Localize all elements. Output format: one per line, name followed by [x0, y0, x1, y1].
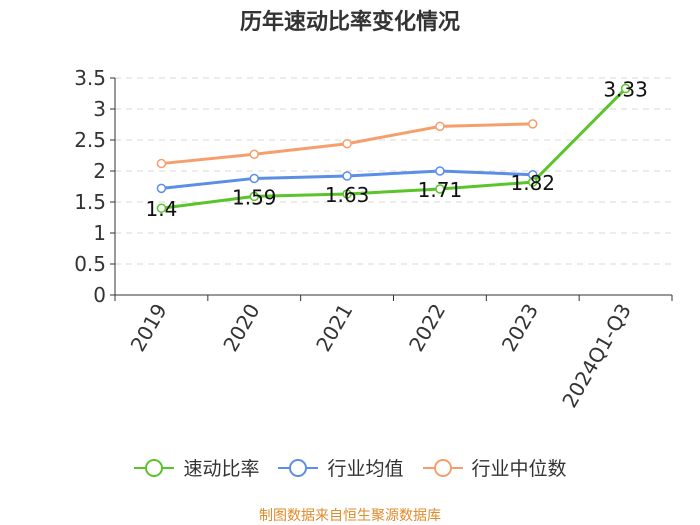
y-tick-label: 0.5: [74, 252, 106, 276]
legend-item[interactable]: 速动比率: [133, 454, 259, 481]
legend-item[interactable]: 行业均值: [277, 454, 404, 481]
data-point: [528, 177, 538, 187]
data-point: [342, 138, 352, 149]
data-point: [342, 171, 352, 181]
data-label: 1.63: [325, 183, 370, 207]
data-point: [620, 83, 631, 94]
y-tick-label: 3: [93, 97, 106, 121]
x-tick-label: 2021: [311, 300, 357, 356]
x-tick-label: 2022: [404, 300, 450, 356]
data-point: [249, 149, 259, 160]
legend-marker-icon: [278, 458, 319, 477]
data-point: [435, 121, 445, 132]
x-tick-label: 2023: [497, 300, 543, 356]
legend-item[interactable]: 行业中位数: [422, 454, 567, 481]
data-label: 1.4: [146, 197, 178, 221]
y-tick-label: 1.5: [74, 190, 106, 214]
y-tick-label: 3.5: [74, 66, 106, 90]
x-tick-label: 2019: [126, 300, 172, 356]
legend-label: 行业均值: [327, 458, 404, 480]
data-point: [249, 191, 259, 202]
series-line: [161, 87, 627, 210]
x-tick-label: 2020: [218, 300, 264, 356]
data-point: [156, 203, 167, 213]
y-tick-label: 1: [93, 221, 106, 245]
data-point: [156, 158, 167, 169]
data-label: 1.59: [232, 185, 277, 209]
x-tick-label: 2024Q1-Q3: [557, 300, 636, 412]
data-point: [528, 119, 538, 129]
legend-marker-icon: [134, 458, 175, 477]
data-point: [342, 189, 352, 199]
data-point: [249, 173, 259, 184]
y-tick-label: 2: [93, 159, 106, 183]
legend-label: 速动比率: [183, 458, 260, 480]
y-tick-label: 2.5: [74, 128, 106, 152]
data-label: 1.71: [418, 178, 463, 202]
data-point: [435, 166, 445, 176]
data-label: 3.33: [603, 78, 648, 102]
legend-marker-icon: [422, 458, 463, 477]
legend: 速动比率 行业均值 行业中位数: [0, 454, 700, 481]
data-point: [435, 184, 445, 194]
data-label: 1.82: [510, 171, 555, 195]
legend-label: 行业中位数: [471, 458, 567, 480]
source-note: 制图数据来自恒生聚源数据库: [259, 508, 441, 524]
chart-title: 历年速动比率变化情况: [239, 10, 460, 35]
data-point: [156, 183, 167, 194]
y-tick-label: 0: [93, 283, 106, 307]
